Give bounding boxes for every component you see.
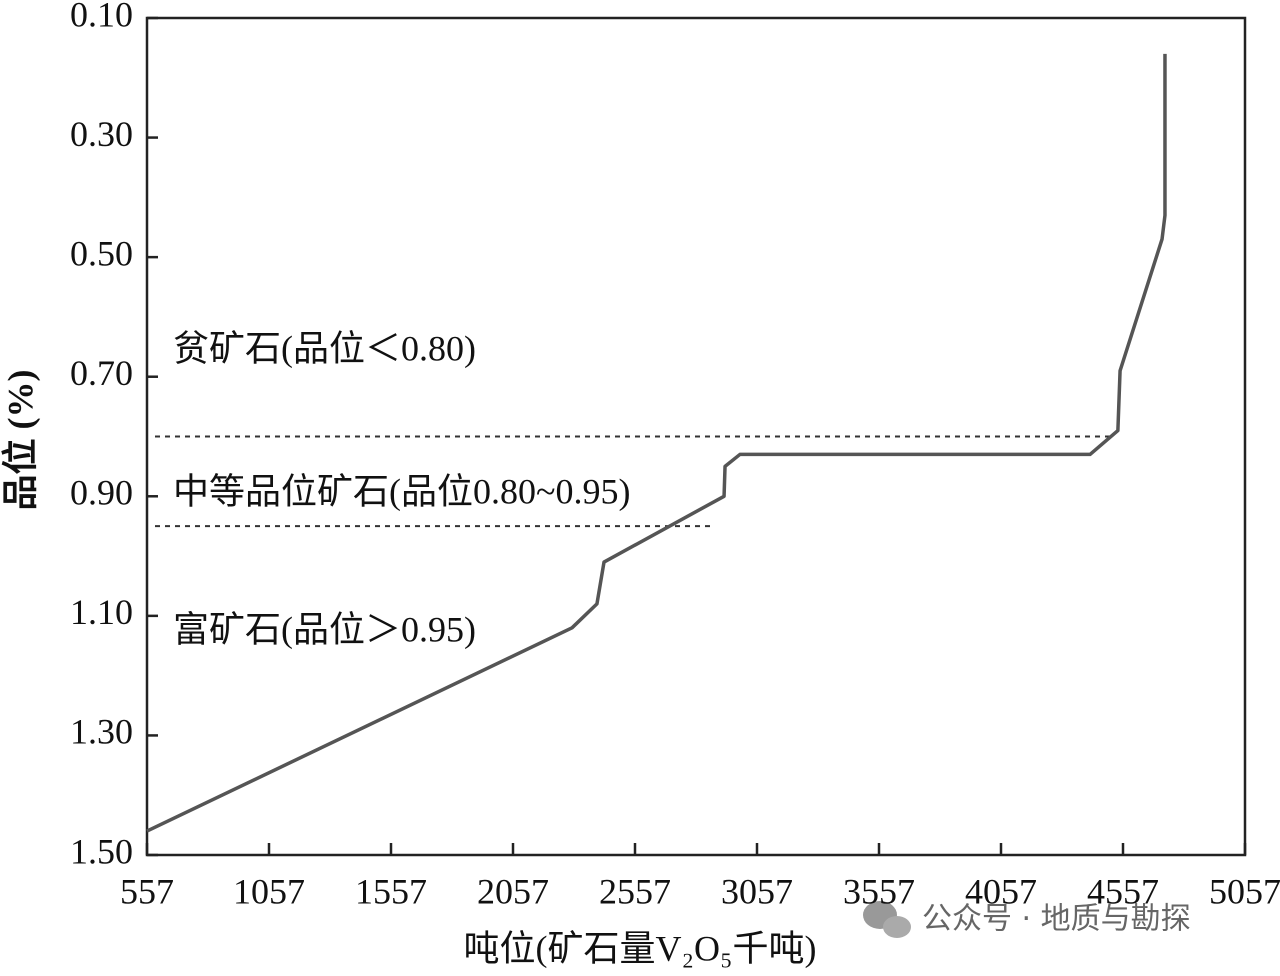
- x-axis-label: 吨位(矿石量V₂O₅千吨): [463, 928, 816, 968]
- annotation: 富矿石(品位＞0.95): [173, 609, 476, 649]
- y-tick-label: 0.90: [70, 473, 133, 513]
- x-tick-label: 1057: [233, 871, 305, 911]
- watermark-icon: [863, 901, 911, 938]
- x-tick-label: 4057: [965, 871, 1037, 911]
- x-tick-label: 2057: [477, 871, 549, 911]
- y-tick-label: 1.50: [70, 831, 133, 871]
- annotation: 贫矿石(品位＜0.80): [173, 328, 476, 368]
- annotation: 中等品位矿石(品位0.80~0.95): [173, 471, 630, 511]
- y-axis-label: 品位 (%): [0, 370, 40, 511]
- x-tick-label: 2557: [599, 871, 671, 911]
- y-tick-label: 1.30: [70, 712, 133, 752]
- watermark: 公众号 · 地质与勘探: [922, 902, 1191, 937]
- y-tick-label: 1.10: [70, 592, 133, 632]
- y-tick-label: 0.50: [70, 233, 133, 273]
- x-tick-label: 5057: [1209, 871, 1280, 911]
- x-tick-label: 3057: [721, 871, 793, 911]
- x-tick-label: 557: [120, 871, 174, 911]
- y-tick-label: 0.10: [70, 0, 133, 34]
- x-tick-label: 1557: [355, 871, 427, 911]
- plot-frame: [145, 16, 1247, 857]
- grade-tonnage-line: [146, 53, 1167, 833]
- y-tick-label: 0.30: [70, 114, 133, 154]
- x-tick-label: 3557: [843, 871, 915, 911]
- x-tick-label: 4557: [1087, 871, 1159, 911]
- y-tick-label: 0.70: [70, 353, 133, 393]
